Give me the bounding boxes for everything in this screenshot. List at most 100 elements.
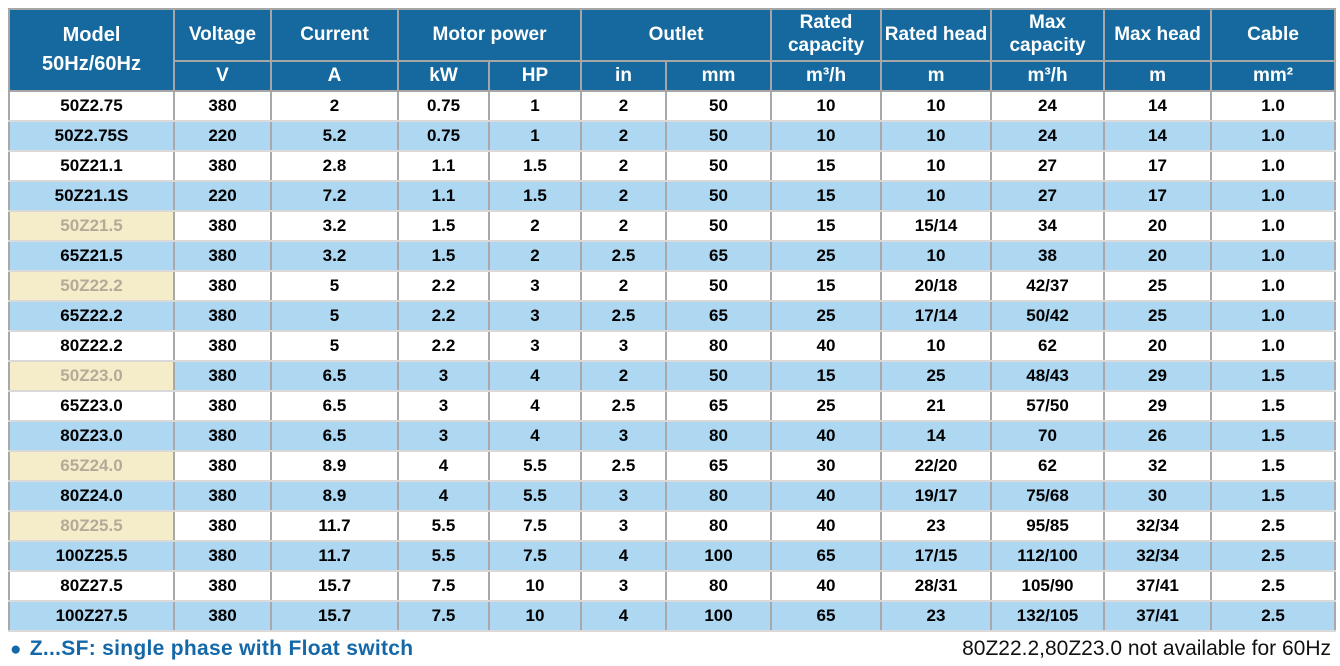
model-cell: 80Z22.2 xyxy=(8,330,175,362)
value-cell: 1.5 xyxy=(1210,390,1337,422)
value-cell: 5.2 xyxy=(270,120,399,152)
value-cell: 1.5 xyxy=(488,180,582,212)
header-current: Current xyxy=(270,8,399,62)
value-cell: 10 xyxy=(880,180,993,212)
value-cell: 50 xyxy=(664,180,773,212)
model-cell: 65Z21.5 xyxy=(8,240,175,272)
value-cell: 4 xyxy=(397,450,490,482)
value-cell: 15 xyxy=(770,270,883,302)
value-cell: 40 xyxy=(770,480,883,512)
value-cell: 4 xyxy=(488,420,582,452)
value-cell: 1.0 xyxy=(1210,270,1337,302)
value-cell: 2.5 xyxy=(1210,600,1337,632)
value-cell: 25 xyxy=(770,240,883,272)
value-cell: 25 xyxy=(1103,270,1213,302)
table-row: 80Z23.0 380 6.5 3 4 3 80 40 14 70 26 1.5 xyxy=(8,420,1337,452)
value-cell: 0.75 xyxy=(397,90,490,122)
table-row: 100Z27.5 380 15.7 7.5 10 4 100 65 23 132/105 37/41… xyxy=(8,600,1337,632)
value-cell: 28/31 xyxy=(880,570,993,602)
footer-note-left: ● Z...SF: single phase with Float switch xyxy=(10,637,413,661)
value-cell: 2.8 xyxy=(270,150,399,182)
value-cell: 23 xyxy=(880,510,993,542)
value-cell: 380 xyxy=(173,360,272,392)
value-cell: 2.5 xyxy=(580,390,667,422)
value-cell: 220 xyxy=(173,180,272,212)
value-cell: 17/14 xyxy=(880,300,993,332)
value-cell: 3.2 xyxy=(270,210,399,242)
value-cell: 2 xyxy=(270,90,399,122)
table-row: 80Z25.5 380 11.7 5.5 7.5 3 80 40 23 95/85 32/34 2.5 xyxy=(8,510,1337,542)
header-rated-capacity: Rated capacity xyxy=(770,8,883,62)
value-cell: 2 xyxy=(488,210,582,242)
value-cell: 65 xyxy=(770,600,883,632)
table-row: 65Z23.0 380 6.5 3 4 2.5 65 25 21 57/50 29 1.5 xyxy=(8,390,1337,422)
header-outlet: Outlet xyxy=(579,8,773,62)
value-cell: 112/100 xyxy=(990,540,1106,572)
value-cell: 380 xyxy=(173,240,272,272)
value-cell: 3.2 xyxy=(270,240,399,272)
value-cell: 62 xyxy=(990,450,1106,482)
value-cell: 80 xyxy=(664,510,773,542)
footer-note-left-text: Z...SF: single phase with Float switch xyxy=(29,637,414,660)
value-cell: 2 xyxy=(580,150,667,182)
value-cell: 48/43 xyxy=(990,360,1106,392)
model-cell: 65Z23.0 xyxy=(8,390,175,422)
model-cell: 80Z25.5 xyxy=(8,510,175,542)
value-cell: 1.0 xyxy=(1210,150,1337,182)
value-cell: 40 xyxy=(770,330,883,362)
pump-spec-table: Model 50Hz/60Hz Voltage Current Motor po… xyxy=(8,8,1337,632)
value-cell: 5 xyxy=(270,300,399,332)
unit-hp: HP xyxy=(488,60,582,92)
value-cell: 2.5 xyxy=(1210,510,1337,542)
value-cell: 15 xyxy=(770,210,883,242)
value-cell: 1.5 xyxy=(1210,420,1337,452)
value-cell: 2 xyxy=(580,90,667,122)
value-cell: 42/37 xyxy=(990,270,1106,302)
unit-current: A xyxy=(270,60,399,92)
value-cell: 40 xyxy=(770,510,883,542)
header-model-line2: 50Hz/60Hz xyxy=(42,53,141,75)
value-cell: 26 xyxy=(1103,420,1213,452)
table-row: 50Z21.5 380 3.2 1.5 2 2 50 15 15/14 34 20 1.0 xyxy=(8,210,1337,242)
value-cell: 380 xyxy=(173,570,272,602)
table-row: 65Z22.2 380 5 2.2 3 2.5 65 25 17/14 50/42 25 1.0 xyxy=(8,300,1337,332)
value-cell: 10 xyxy=(770,90,883,122)
unit-rated-capacity: m³/h xyxy=(770,60,883,92)
value-cell: 380 xyxy=(173,420,272,452)
value-cell: 62 xyxy=(990,330,1106,362)
value-cell: 38 xyxy=(990,240,1106,272)
unit-in: in xyxy=(580,60,667,92)
value-cell: 1.5 xyxy=(397,240,490,272)
value-cell: 3 xyxy=(580,330,667,362)
value-cell: 80 xyxy=(664,330,773,362)
value-cell: 2.2 xyxy=(397,270,490,302)
unit-kw: kW xyxy=(397,60,490,92)
value-cell: 65 xyxy=(770,540,883,572)
value-cell: 380 xyxy=(173,540,272,572)
value-cell: 380 xyxy=(173,390,272,422)
value-cell: 380 xyxy=(173,450,272,482)
value-cell: 3 xyxy=(397,390,490,422)
value-cell: 10 xyxy=(880,90,993,122)
value-cell: 15/14 xyxy=(880,210,993,242)
value-cell: 80 xyxy=(664,420,773,452)
value-cell: 75/68 xyxy=(990,480,1106,512)
value-cell: 100 xyxy=(664,540,773,572)
value-cell: 57/50 xyxy=(990,390,1106,422)
value-cell: 7.5 xyxy=(397,570,490,602)
value-cell: 22/20 xyxy=(880,450,993,482)
value-cell: 1.1 xyxy=(397,180,490,212)
unit-max-capacity: m³/h xyxy=(990,60,1106,92)
header-rated-head: Rated head xyxy=(880,8,993,62)
table-body: 50Z2.75 380 2 0.75 1 2 50 10 10 24 14 1.0 50Z2.75S 22… xyxy=(8,90,1337,632)
footer: ● Z...SF: single phase with Float switch … xyxy=(10,634,1331,664)
value-cell: 2.2 xyxy=(397,300,490,332)
value-cell: 30 xyxy=(1103,480,1213,512)
value-cell: 25 xyxy=(770,390,883,422)
value-cell: 30 xyxy=(770,450,883,482)
value-cell: 32/34 xyxy=(1103,510,1213,542)
model-cell: 50Z2.75 xyxy=(8,90,175,122)
value-cell: 7.5 xyxy=(397,600,490,632)
model-cell: 50Z21.1 xyxy=(8,150,175,182)
